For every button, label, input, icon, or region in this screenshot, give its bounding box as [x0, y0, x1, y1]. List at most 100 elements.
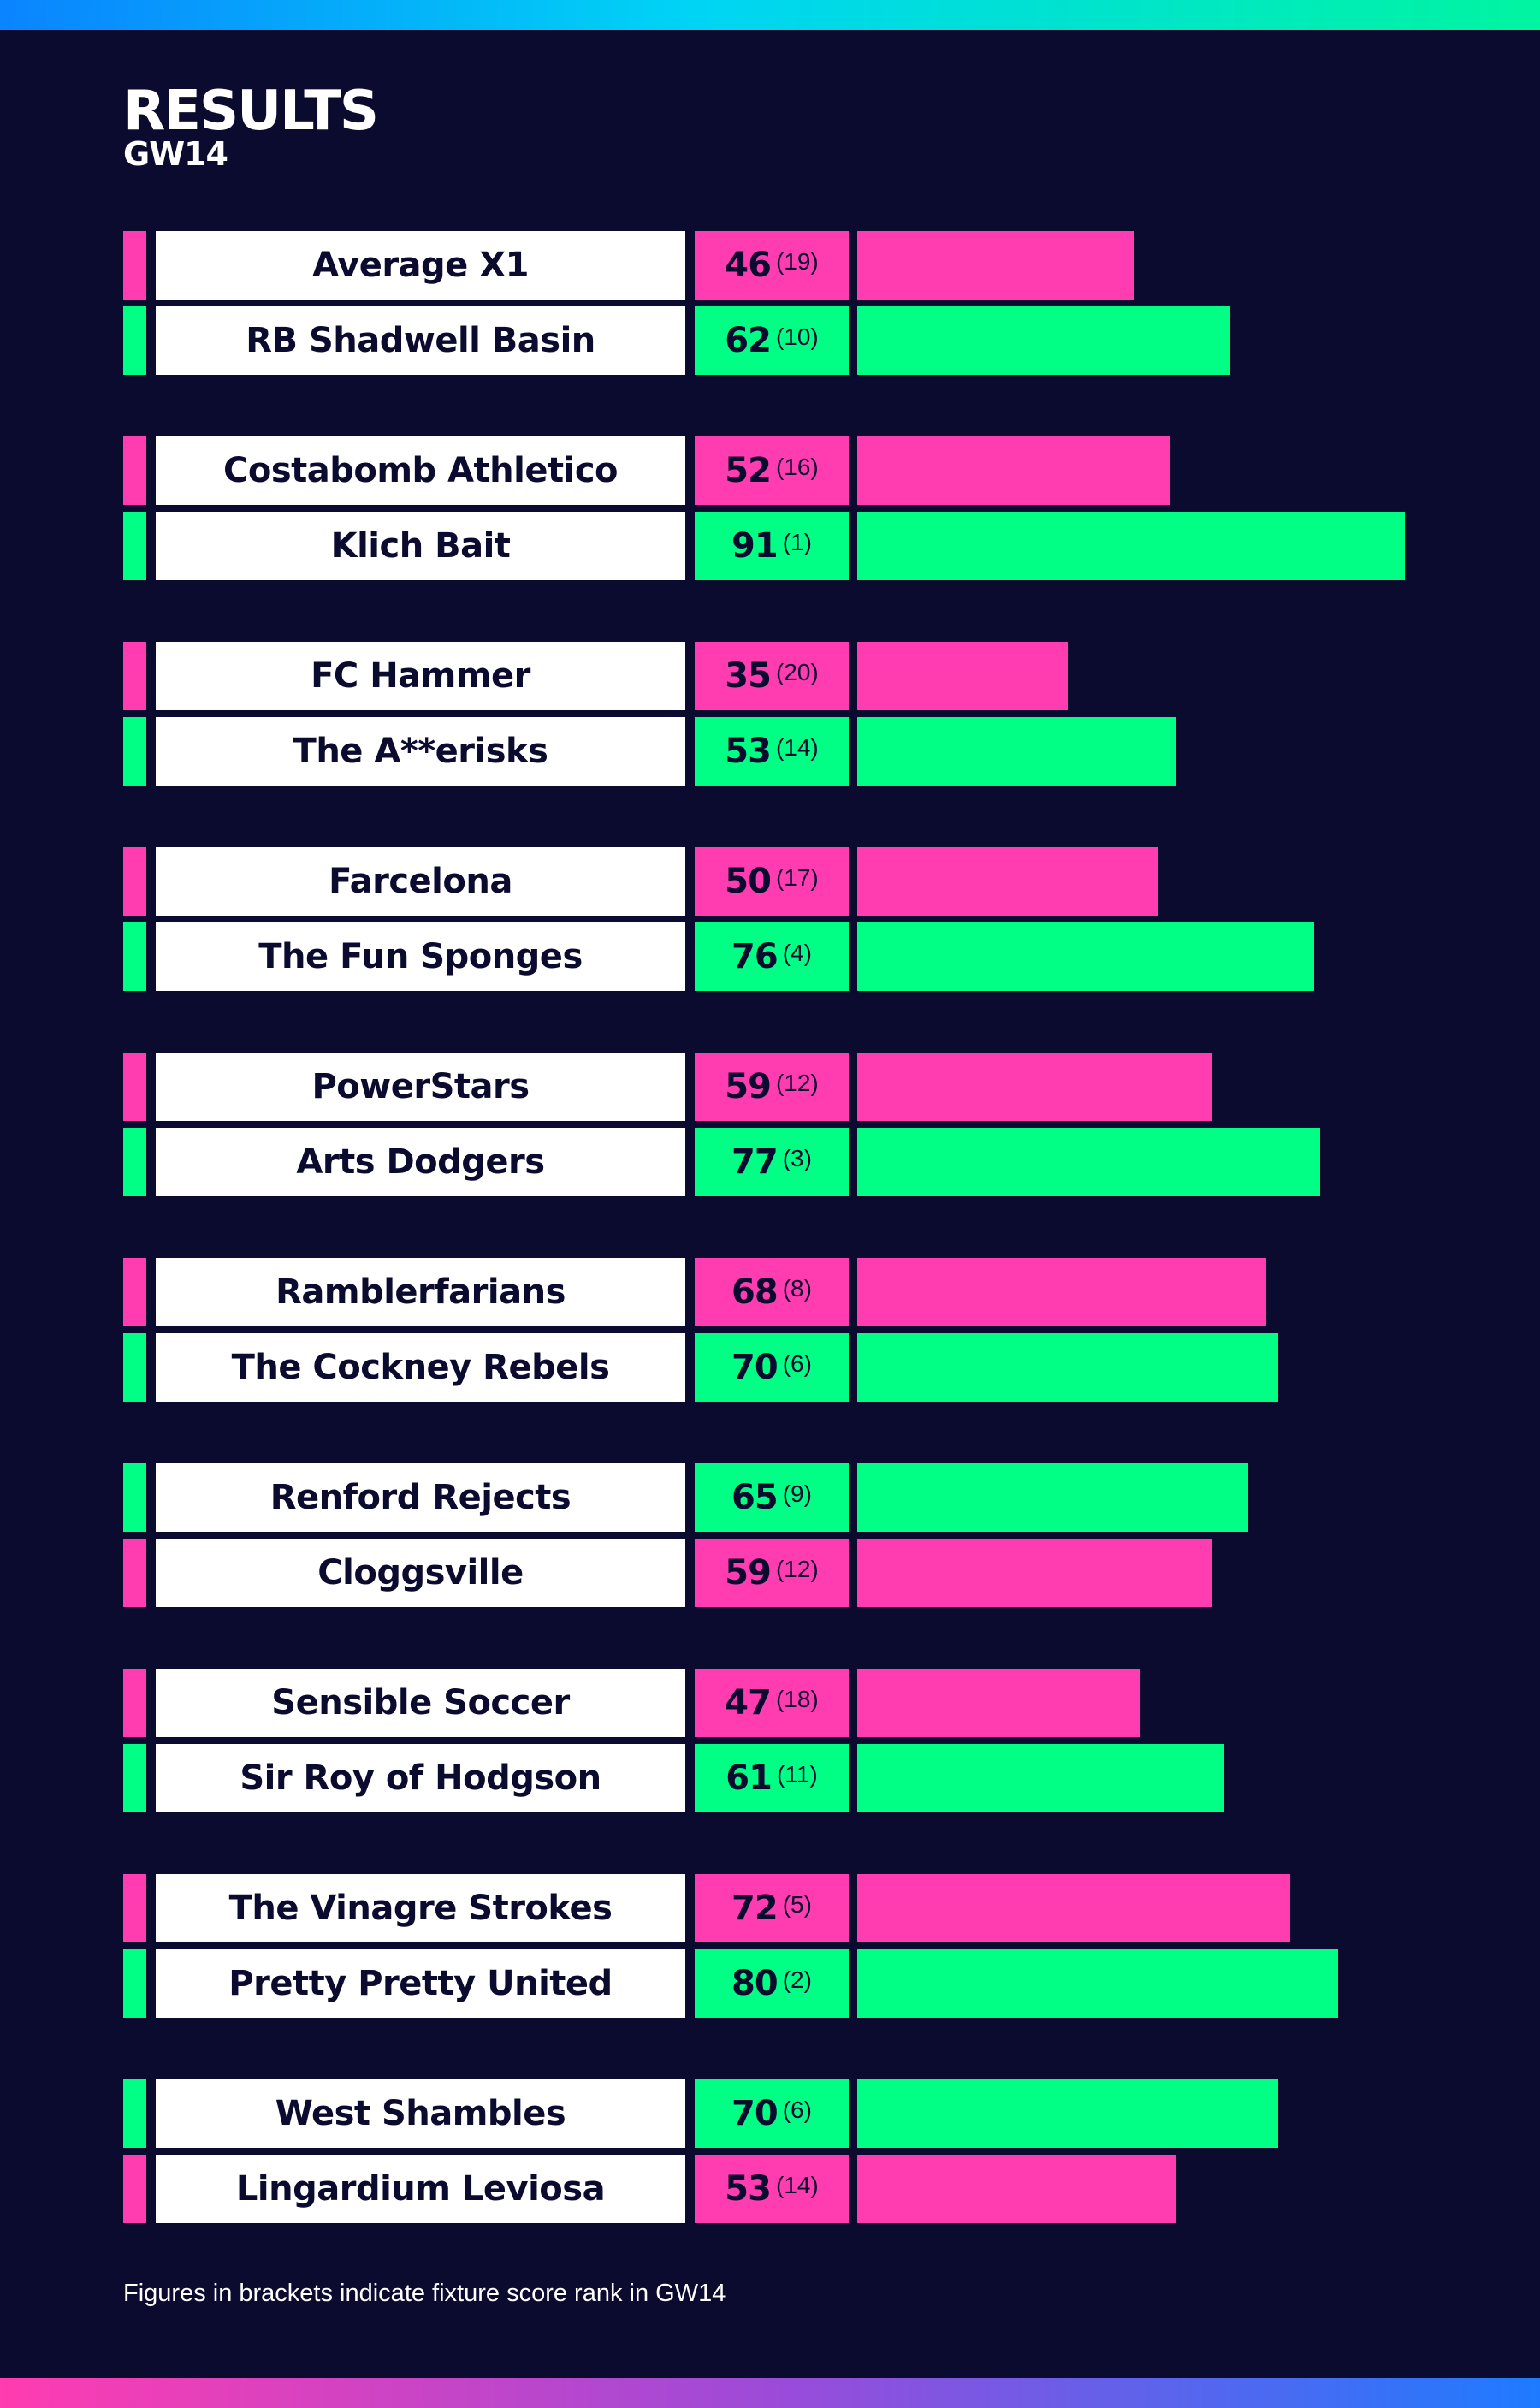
team-name: Costabomb Athletico — [222, 451, 619, 490]
score-box: 76 (4) — [695, 922, 849, 991]
score-value: 53 — [725, 732, 772, 771]
score-box: 70 (6) — [695, 1333, 849, 1402]
score-rank: (4) — [782, 940, 812, 966]
score-bar — [857, 1333, 1278, 1402]
score-value: 46 — [725, 246, 772, 285]
team-name-box: Farcelona — [156, 847, 685, 916]
team-name: The Vinagre Strokes — [228, 1889, 613, 1928]
score-bar — [857, 1669, 1140, 1737]
score-box: 59 (12) — [695, 1539, 849, 1607]
score-rank: (9) — [782, 1480, 812, 1507]
team-name-box: Cloggsville — [156, 1539, 685, 1607]
score-value: 59 — [725, 1553, 772, 1592]
score-value: 70 — [732, 1348, 779, 1387]
result-indicator-strip — [123, 2079, 146, 2148]
score-bar — [857, 1949, 1338, 2018]
score-value: 61 — [726, 1759, 773, 1798]
score-rank: (6) — [782, 1350, 812, 1377]
score-bar — [857, 1463, 1248, 1532]
score-bar — [857, 306, 1230, 375]
team-name: West Shambles — [275, 2094, 566, 2133]
team-name: Arts Dodgers — [296, 1142, 545, 1182]
team-row: The Cockney Rebels 70 (6) — [0, 1333, 1540, 1402]
score-bar — [857, 1539, 1212, 1607]
score-rank: (6) — [782, 2097, 812, 2123]
result-indicator-strip — [123, 1539, 146, 1607]
team-name-box: Arts Dodgers — [156, 1128, 685, 1196]
score-value: 62 — [725, 321, 772, 360]
team-name-box: FC Hammer — [156, 642, 685, 710]
team-name-box: RB Shadwell Basin — [156, 306, 685, 375]
team-name-box: Sir Roy of Hodgson — [156, 1744, 685, 1812]
score-bar — [857, 1128, 1320, 1196]
score-rank: (3) — [782, 1145, 812, 1171]
team-row: Sir Roy of Hodgson 61 (11) — [0, 1744, 1540, 1812]
score-value: 47 — [725, 1683, 772, 1723]
result-indicator-strip — [123, 436, 146, 505]
result-indicator-strip — [123, 922, 146, 991]
score-box: 35 (20) — [695, 642, 849, 710]
team-row: Farcelona 50 (17) — [0, 847, 1540, 916]
score-bar — [857, 922, 1314, 991]
score-bar — [857, 512, 1405, 580]
team-row: PowerStars 59 (12) — [0, 1053, 1540, 1121]
team-name-box: The Vinagre Strokes — [156, 1874, 685, 1942]
score-value: 77 — [732, 1142, 779, 1182]
result-indicator-strip — [123, 306, 146, 375]
result-indicator-strip — [123, 1744, 146, 1812]
gameweek-subtitle: GW14 — [123, 135, 228, 173]
score-box: 46 (19) — [695, 231, 849, 300]
team-row: Arts Dodgers 77 (3) — [0, 1128, 1540, 1196]
score-value: 76 — [732, 937, 779, 976]
team-name-box: West Shambles — [156, 2079, 685, 2148]
score-value: 59 — [725, 1067, 772, 1106]
team-row: FC Hammer 35 (20) — [0, 642, 1540, 710]
score-bar — [857, 2155, 1176, 2223]
team-name: PowerStars — [311, 1067, 530, 1106]
score-bar — [857, 1744, 1224, 1812]
team-name: Renford Rejects — [270, 1478, 572, 1517]
footnote: Figures in brackets indicate fixture sco… — [123, 2280, 726, 2307]
score-value: 68 — [732, 1272, 779, 1312]
score-box: 59 (12) — [695, 1053, 849, 1121]
team-name-box: The A**erisks — [156, 717, 685, 786]
result-indicator-strip — [123, 1128, 146, 1196]
team-name-box: Pretty Pretty United — [156, 1949, 685, 2018]
score-bar — [857, 717, 1176, 786]
team-row: West Shambles 70 (6) — [0, 2079, 1540, 2148]
score-bar — [857, 1053, 1212, 1121]
score-box: 68 (8) — [695, 1258, 849, 1326]
score-rank: (12) — [775, 1556, 819, 1582]
result-indicator-strip — [123, 512, 146, 580]
team-name: The Fun Sponges — [258, 937, 583, 976]
team-name: Ramblerfarians — [275, 1272, 566, 1312]
team-name: The Cockney Rebels — [231, 1348, 610, 1387]
score-rank: (5) — [782, 1891, 812, 1918]
score-rank: (16) — [775, 454, 819, 480]
team-row: Average X1 46 (19) — [0, 231, 1540, 300]
score-box: 70 (6) — [695, 2079, 849, 2148]
score-bar — [857, 231, 1134, 300]
score-rank: (12) — [775, 1070, 819, 1096]
team-row: The Fun Sponges 76 (4) — [0, 922, 1540, 991]
score-box: 65 (9) — [695, 1463, 849, 1532]
score-value: 70 — [732, 2094, 779, 2133]
result-indicator-strip — [123, 642, 146, 710]
team-name: Farcelona — [329, 862, 512, 901]
team-name-box: Average X1 — [156, 231, 685, 300]
score-bar — [857, 847, 1158, 916]
score-box: 72 (5) — [695, 1874, 849, 1942]
team-name-box: Klich Bait — [156, 512, 685, 580]
team-name: Klich Bait — [330, 526, 511, 566]
team-row: The Vinagre Strokes 72 (5) — [0, 1874, 1540, 1942]
score-rank: (18) — [775, 1686, 819, 1712]
score-value: 53 — [725, 2169, 772, 2209]
score-box: 80 (2) — [695, 1949, 849, 2018]
score-bar — [857, 1874, 1290, 1942]
score-box: 50 (17) — [695, 847, 849, 916]
team-name: Pretty Pretty United — [228, 1964, 613, 2003]
team-row: RB Shadwell Basin 62 (10) — [0, 306, 1540, 375]
team-row: Ramblerfarians 68 (8) — [0, 1258, 1540, 1326]
team-name-box: PowerStars — [156, 1053, 685, 1121]
score-bar — [857, 1258, 1266, 1326]
